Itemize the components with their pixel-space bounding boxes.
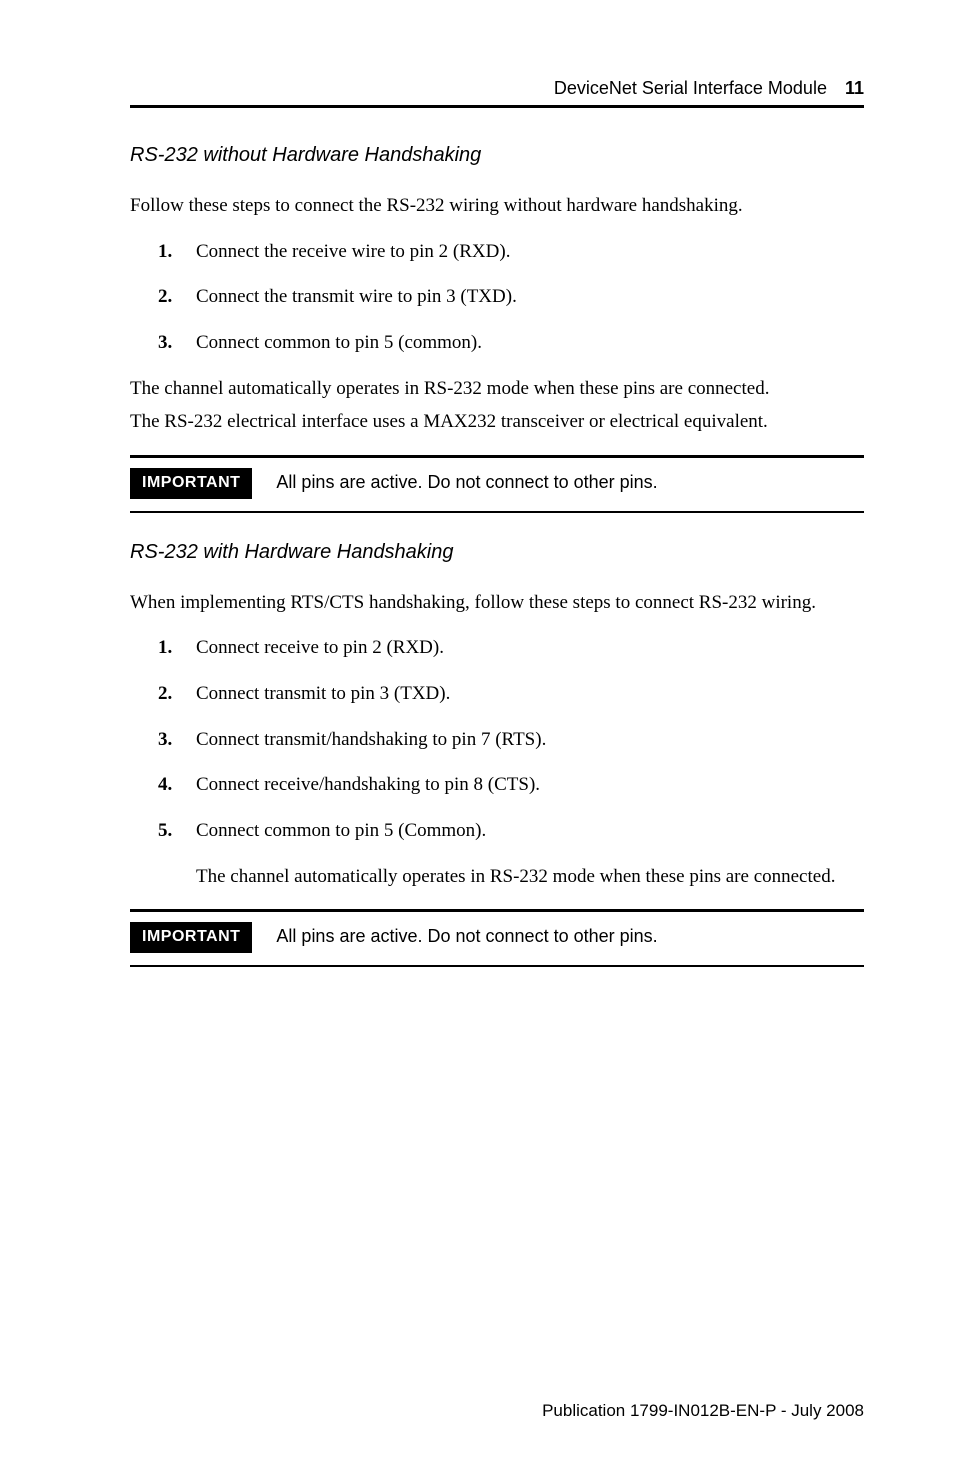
list-item: 1. Connect receive to pin 2 (RXD). (130, 635, 864, 661)
important-callout-2: IMPORTANT All pins are active. Do not co… (130, 909, 864, 967)
step-number: 4. (158, 772, 172, 798)
important-text: All pins are active. Do not connect to o… (276, 468, 657, 493)
important-text: All pins are active. Do not connect to o… (276, 922, 657, 947)
list-item: 3. Connect transmit/handshaking to pin 7… (130, 727, 864, 753)
section2-intro: When implementing RTS/CTS handshaking, f… (130, 590, 864, 616)
step-text: Connect receive to pin 2 (RXD). (196, 637, 444, 658)
list-item: 2. Connect transmit to pin 3 (TXD). (130, 681, 864, 707)
page-footer: Publication 1799-IN012B-EN-P - July 2008 (542, 1401, 864, 1421)
step-number: 2. (158, 284, 172, 310)
page-header: DeviceNet Serial Interface Module 11 (130, 78, 864, 99)
step-text: Connect the transmit wire to pin 3 (TXD)… (196, 286, 517, 307)
list-item: 4. Connect receive/handshaking to pin 8 … (130, 772, 864, 798)
step-number: 1. (158, 635, 172, 661)
step-text: Connect receive/handshaking to pin 8 (CT… (196, 774, 540, 795)
step-text: Connect common to pin 5 (common). (196, 332, 482, 353)
header-page-number: 11 (845, 78, 864, 99)
section2-steps: 1. Connect receive to pin 2 (RXD). 2. Co… (130, 635, 864, 843)
important-callout-1: IMPORTANT All pins are active. Do not co… (130, 455, 864, 513)
step-text: Connect the receive wire to pin 2 (RXD). (196, 241, 510, 262)
section1-heading: RS-232 without Hardware Handshaking (130, 144, 864, 167)
important-badge: IMPORTANT (130, 468, 252, 499)
header-rule (130, 105, 864, 108)
section1-after1: The channel automatically operates in RS… (130, 376, 864, 402)
page-container: DeviceNet Serial Interface Module 11 RS-… (0, 0, 954, 1475)
list-item: 1. Connect the receive wire to pin 2 (RX… (130, 239, 864, 265)
section1-steps: 1. Connect the receive wire to pin 2 (RX… (130, 239, 864, 356)
step-text: Connect transmit/handshaking to pin 7 (R… (196, 729, 546, 750)
step-number: 1. (158, 239, 172, 265)
step-number: 5. (158, 818, 172, 844)
section2-heading: RS-232 with Hardware Handshaking (130, 541, 864, 564)
step-text: Connect transmit to pin 3 (TXD). (196, 683, 450, 704)
list-item: 3. Connect common to pin 5 (common). (130, 330, 864, 356)
section2-follow: The channel automatically operates in RS… (130, 864, 864, 890)
step-text: Connect common to pin 5 (Common). (196, 820, 486, 841)
important-badge: IMPORTANT (130, 922, 252, 953)
step-number: 2. (158, 681, 172, 707)
list-item: 2. Connect the transmit wire to pin 3 (T… (130, 284, 864, 310)
section1-intro: Follow these steps to connect the RS-232… (130, 193, 864, 219)
step-number: 3. (158, 330, 172, 356)
section1-after2: The RS-232 electrical interface uses a M… (130, 409, 864, 435)
header-title: DeviceNet Serial Interface Module (554, 78, 827, 99)
step-number: 3. (158, 727, 172, 753)
list-item: 5. Connect common to pin 5 (Common). (130, 818, 864, 844)
